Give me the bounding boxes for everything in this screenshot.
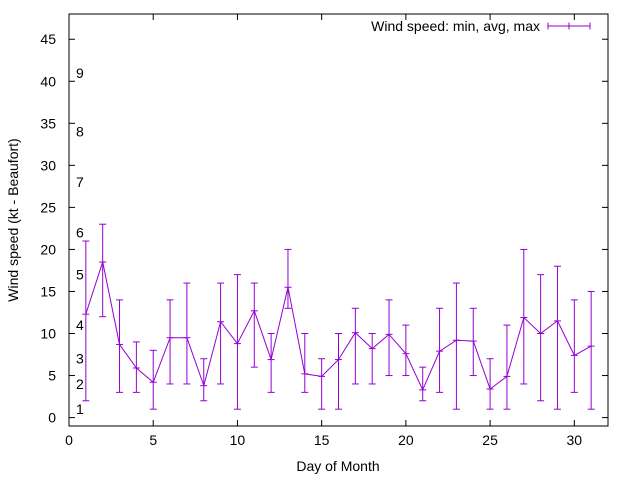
data-point bbox=[116, 299, 124, 393]
beaufort-label: 1 bbox=[76, 401, 84, 417]
y-tick-label: 40 bbox=[40, 73, 56, 89]
data-point bbox=[452, 282, 460, 410]
data-point bbox=[284, 248, 292, 309]
data-point bbox=[132, 341, 140, 393]
data-point bbox=[99, 223, 107, 318]
beaufort-label: 6 bbox=[76, 225, 84, 241]
data-point bbox=[520, 248, 528, 385]
beaufort-scale: 1 2 3 4 5 6 7 8 9 bbox=[76, 65, 84, 417]
data-point bbox=[82, 240, 90, 402]
y-tick-label: 35 bbox=[40, 115, 56, 131]
beaufort-label: 4 bbox=[76, 317, 84, 333]
y-axis-label: Wind speed (kt - Beaufort) bbox=[5, 138, 21, 301]
data-point bbox=[385, 299, 393, 377]
data-point bbox=[503, 324, 511, 410]
data-point bbox=[217, 282, 225, 385]
data-point bbox=[183, 282, 191, 385]
data-point bbox=[335, 333, 342, 410]
plot-border bbox=[68, 13, 609, 427]
beaufort-label: 9 bbox=[76, 65, 84, 81]
beaufort-label: 3 bbox=[76, 351, 84, 367]
y-tick-label: 25 bbox=[40, 199, 56, 215]
beaufort-label: 2 bbox=[76, 376, 84, 392]
x-tick-label: 5 bbox=[149, 432, 157, 448]
legend-entry-label: Wind speed: min, avg, max bbox=[371, 18, 540, 34]
x-tick-label: 25 bbox=[482, 432, 498, 448]
x-axis-label: Day of Month bbox=[296, 458, 379, 474]
data-point bbox=[200, 358, 208, 402]
y-tick-label: 20 bbox=[40, 241, 56, 257]
x-tick-label: 20 bbox=[398, 432, 414, 448]
x-tick-label: 0 bbox=[65, 432, 73, 448]
data-point bbox=[436, 307, 444, 393]
data-point bbox=[250, 282, 258, 368]
data-point bbox=[301, 333, 309, 393]
plot-frame bbox=[68, 13, 609, 427]
y-tick-label: 45 bbox=[40, 31, 56, 47]
data-point bbox=[318, 358, 326, 410]
x-tick-label: 10 bbox=[230, 432, 246, 448]
y-tick-label: 10 bbox=[40, 326, 56, 342]
y-tick-label: 0 bbox=[48, 410, 56, 426]
data-point bbox=[469, 307, 477, 377]
y-tick-label: 15 bbox=[40, 283, 56, 299]
data-point bbox=[368, 333, 376, 385]
data-point bbox=[570, 299, 578, 393]
beaufort-label: 5 bbox=[76, 267, 84, 283]
x-axis: 0 5 10 15 20 25 30 bbox=[65, 14, 582, 448]
data-point bbox=[267, 333, 275, 393]
data-point bbox=[537, 274, 545, 402]
y-tick-label: 5 bbox=[48, 368, 56, 384]
data-point bbox=[402, 324, 410, 377]
legend: Wind speed: min, avg, max bbox=[371, 18, 591, 34]
data-point bbox=[553, 265, 561, 410]
data-point bbox=[149, 349, 157, 410]
data-point bbox=[233, 274, 241, 410]
data-point bbox=[587, 290, 595, 410]
data-point bbox=[486, 358, 494, 410]
beaufort-label: 8 bbox=[76, 124, 84, 140]
y-tick-label: 30 bbox=[40, 157, 56, 173]
x-tick-label: 30 bbox=[567, 432, 583, 448]
series-layer bbox=[82, 223, 595, 410]
data-point bbox=[166, 299, 174, 385]
beaufort-label: 7 bbox=[76, 174, 84, 190]
x-tick-label: 15 bbox=[314, 432, 330, 448]
data-point bbox=[419, 366, 427, 402]
data-point bbox=[351, 307, 359, 385]
